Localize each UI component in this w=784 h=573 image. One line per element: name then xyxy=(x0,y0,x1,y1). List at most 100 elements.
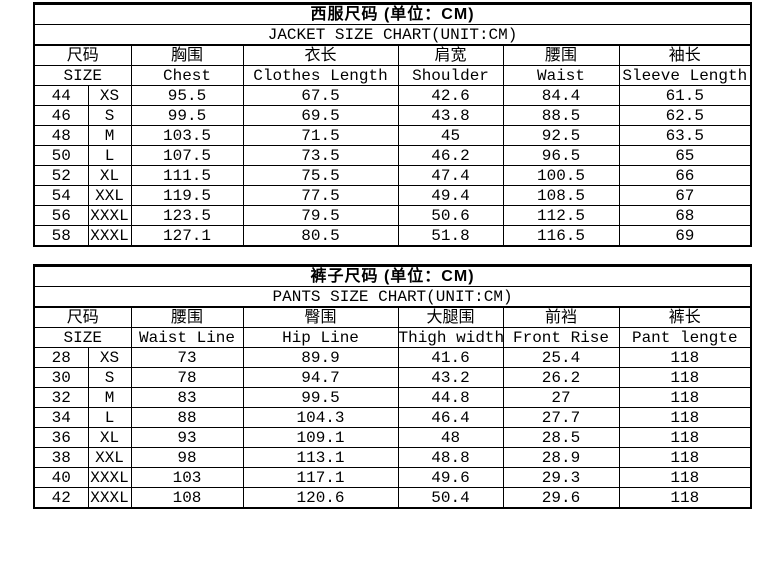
table-cell: 68 xyxy=(618,205,752,226)
header-waist-line-cn: 腰围 xyxy=(130,306,244,328)
table-cell: L xyxy=(87,407,132,428)
table-cell: 67.5 xyxy=(242,85,399,106)
table-cell: XS xyxy=(87,85,132,106)
table-cell: 32 xyxy=(33,387,89,408)
pants-title-row: 裤子尺码 (单位：CM) xyxy=(33,265,752,287)
header-hip-line-en: Hip Line xyxy=(242,327,399,348)
table-cell: 58 xyxy=(33,225,89,247)
table-cell: 116.5 xyxy=(502,225,620,247)
table-cell: 61.5 xyxy=(618,85,752,106)
table-row: 28 XS 73 89.9 41.6 25.4 118 xyxy=(33,347,752,368)
table-cell: XS xyxy=(87,347,132,368)
table-cell: 48 xyxy=(397,427,504,448)
table-cell: 99.5 xyxy=(242,387,399,408)
table-cell: 94.7 xyxy=(242,367,399,388)
header-chest-en: Chest xyxy=(130,65,244,86)
table-cell: 93 xyxy=(130,427,244,448)
table-cell: 56 xyxy=(33,205,89,226)
table-cell: 50.4 xyxy=(397,487,504,509)
table-cell: 112.5 xyxy=(502,205,620,226)
header-waist-line-en: Waist Line xyxy=(130,327,244,348)
header-size-en: SIZE xyxy=(33,65,132,86)
table-cell: 49.4 xyxy=(397,185,504,206)
table-cell: 75.5 xyxy=(242,165,399,186)
table-cell: XXL xyxy=(87,447,132,468)
table-cell: 109.1 xyxy=(242,427,399,448)
table-cell: 27.7 xyxy=(502,407,620,428)
table-cell: 44 xyxy=(33,85,89,106)
table-cell: 30 xyxy=(33,367,89,388)
table-cell: 34 xyxy=(33,407,89,428)
table-cell: 54 xyxy=(33,185,89,206)
table-row: 40 XXXL 103 117.1 49.6 29.3 118 xyxy=(33,467,752,488)
pants-title-cn: 裤子尺码 (单位：CM) xyxy=(33,265,752,287)
header-shoulder-en: Shoulder xyxy=(397,65,504,86)
table-cell: 69 xyxy=(618,225,752,247)
table-row: 34 L 88 104.3 46.4 27.7 118 xyxy=(33,407,752,428)
table-row: 30 S 78 94.7 43.2 26.2 118 xyxy=(33,367,752,388)
table-cell: 27 xyxy=(502,387,620,408)
table-row: 48 M 103.5 71.5 45 92.5 63.5 xyxy=(33,125,752,146)
table-cell: 71.5 xyxy=(242,125,399,146)
table-cell: 41.6 xyxy=(397,347,504,368)
table-cell: XXXL xyxy=(87,225,132,247)
table-cell: 28.5 xyxy=(502,427,620,448)
table-cell: 89.9 xyxy=(242,347,399,368)
table-cell: 73 xyxy=(130,347,244,368)
table-cell: 45 xyxy=(397,125,504,146)
table-cell: 46 xyxy=(33,105,89,126)
jacket-title-row: 西服尺码 (单位：CM) xyxy=(33,3,752,25)
table-cell: 84.4 xyxy=(502,85,620,106)
table-row: 44 XS 95.5 67.5 42.6 84.4 61.5 xyxy=(33,85,752,106)
table-cell: 83 xyxy=(130,387,244,408)
jacket-header-row-en: SIZE Chest Clothes Length Shoulder Waist… xyxy=(33,65,752,86)
table-row: 52 XL 111.5 75.5 47.4 100.5 66 xyxy=(33,165,752,186)
table-cell: 99.5 xyxy=(130,105,244,126)
header-clothes-length-en: Clothes Length xyxy=(242,65,399,86)
table-cell: 108.5 xyxy=(502,185,620,206)
table-cell: 127.1 xyxy=(130,225,244,247)
table-row: 50 L 107.5 73.5 46.2 96.5 65 xyxy=(33,145,752,166)
table-cell: 95.5 xyxy=(130,85,244,106)
jacket-size-table: 西服尺码 (单位：CM) JACKET SIZE CHART(UNIT:CM) … xyxy=(33,2,753,247)
table-cell: 108 xyxy=(130,487,244,509)
table-cell: 118 xyxy=(618,447,752,468)
jacket-title-en: JACKET SIZE CHART(UNIT:CM) xyxy=(33,24,752,46)
table-row: 58 XXXL 127.1 80.5 51.8 116.5 69 xyxy=(33,225,752,247)
table-cell: XL xyxy=(87,427,132,448)
table-cell: 117.1 xyxy=(242,467,399,488)
table-cell: 43.2 xyxy=(397,367,504,388)
table-cell: 111.5 xyxy=(130,165,244,186)
header-hip-line-cn: 臀围 xyxy=(242,306,399,328)
header-front-rise-en: Front Rise xyxy=(502,327,620,348)
table-cell: 48.8 xyxy=(397,447,504,468)
header-pant-length-en: Pant lengte xyxy=(618,327,752,348)
table-cell: 118 xyxy=(618,387,752,408)
table-cell: 88.5 xyxy=(502,105,620,126)
table-cell: 118 xyxy=(618,487,752,509)
table-cell: XXL xyxy=(87,185,132,206)
table-cell: 88 xyxy=(130,407,244,428)
header-chest-cn: 胸围 xyxy=(130,44,244,66)
table-cell: 29.3 xyxy=(502,467,620,488)
table-cell: 65 xyxy=(618,145,752,166)
table-row: 32 M 83 99.5 44.8 27 118 xyxy=(33,387,752,408)
table-cell: 104.3 xyxy=(242,407,399,428)
table-cell: 69.5 xyxy=(242,105,399,126)
table-cell: 43.8 xyxy=(397,105,504,126)
table-cell: 40 xyxy=(33,467,89,488)
header-pant-length-cn: 裤长 xyxy=(618,306,752,328)
table-cell: 103 xyxy=(130,467,244,488)
jacket-subtitle-row: JACKET SIZE CHART(UNIT:CM) xyxy=(33,24,752,46)
table-cell: 119.5 xyxy=(130,185,244,206)
table-cell: 46.2 xyxy=(397,145,504,166)
table-cell: 113.1 xyxy=(242,447,399,468)
table-cell: 63.5 xyxy=(618,125,752,146)
table-cell: 25.4 xyxy=(502,347,620,368)
table-cell: 123.5 xyxy=(130,205,244,226)
header-size-cn: 尺码 xyxy=(33,306,132,328)
header-sleeve-length-cn: 袖长 xyxy=(618,44,752,66)
table-cell: 118 xyxy=(618,467,752,488)
table-cell: 44.8 xyxy=(397,387,504,408)
